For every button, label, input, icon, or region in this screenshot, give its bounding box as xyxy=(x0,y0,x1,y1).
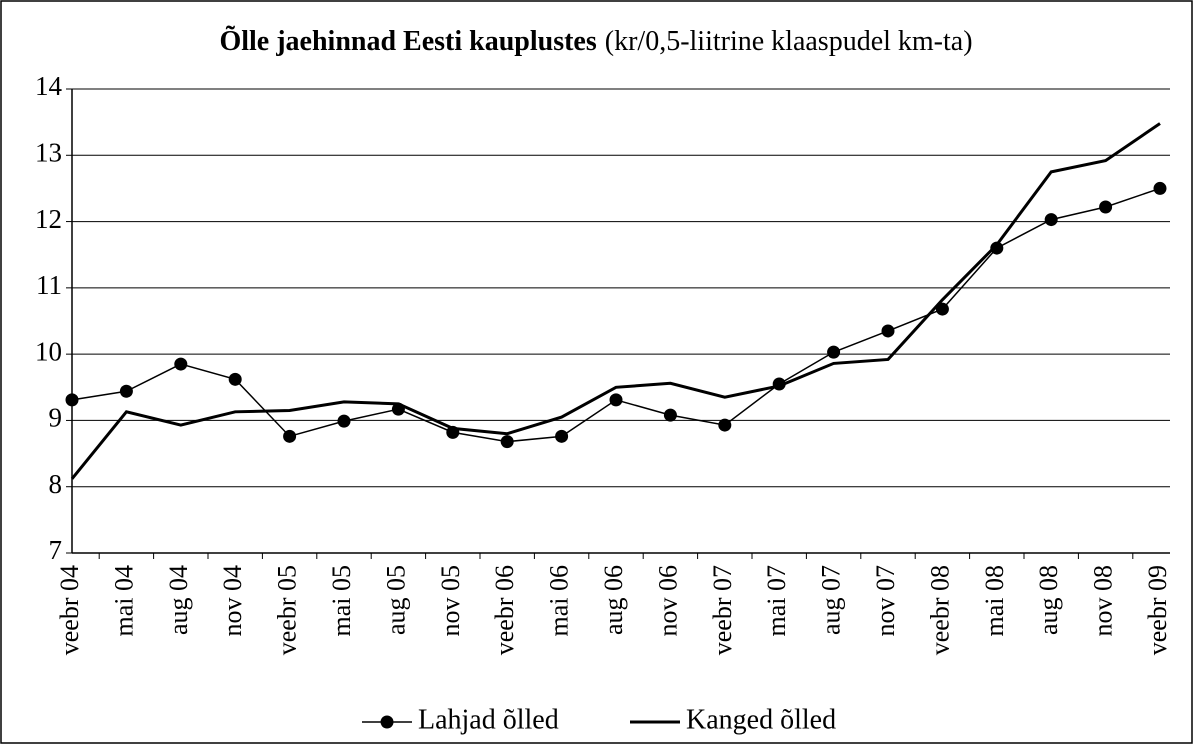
point xyxy=(990,241,1004,255)
x-tick-label: nov 04 xyxy=(218,565,247,637)
point xyxy=(119,384,133,398)
x-tick-label: aug 04 xyxy=(164,565,193,635)
point xyxy=(1044,213,1058,227)
x-tick-label: mai 08 xyxy=(980,565,1009,637)
x-tick-label: veebr 06 xyxy=(490,565,519,655)
point xyxy=(1153,181,1167,195)
x-tick-label: veebr 09 xyxy=(1143,565,1172,655)
y-tick-label: 9 xyxy=(49,403,63,433)
x-tick-label: aug 05 xyxy=(381,565,410,635)
point xyxy=(1099,200,1113,214)
y-tick-label: 8 xyxy=(49,469,63,499)
x-tick-label: mai 06 xyxy=(545,565,574,637)
title-main: Õlle jaehinnad Eesti kauplustes xyxy=(219,26,596,57)
x-tick-label: nov 07 xyxy=(871,565,900,637)
line-series xyxy=(70,122,1161,480)
y-tick-label: 10 xyxy=(35,336,62,366)
x-tick-label: aug 06 xyxy=(599,565,628,635)
chart-title: Õlle jaehinnad Eesti kauplustes (kr/0,5-l… xyxy=(219,26,972,57)
x-tick-label: aug 07 xyxy=(817,565,846,635)
point xyxy=(283,429,297,443)
point xyxy=(555,429,569,443)
y-tick-label: 11 xyxy=(36,270,62,300)
point xyxy=(663,408,677,422)
point xyxy=(609,393,623,407)
x-tick-label: mai 05 xyxy=(327,565,356,637)
x-tick-label: aug 08 xyxy=(1034,565,1063,635)
point xyxy=(337,414,351,428)
y-tick-label: 14 xyxy=(35,71,63,101)
x-tick-label: nov 08 xyxy=(1089,565,1118,637)
x-tick-label: veebr 08 xyxy=(925,565,954,655)
legend-marker xyxy=(380,715,394,729)
point xyxy=(228,372,242,386)
point xyxy=(881,324,895,338)
title-sub: (kr/0,5-liitrine klaaspudel km-ta) xyxy=(605,26,973,57)
point xyxy=(827,345,841,359)
point xyxy=(500,435,514,449)
legend-label: Kanged õlled xyxy=(686,704,836,735)
x-tick-label: mai 07 xyxy=(762,565,791,637)
point xyxy=(174,357,188,371)
point xyxy=(718,418,732,432)
point xyxy=(935,302,949,316)
x-tick-label: veebr 05 xyxy=(273,565,302,655)
x-tick-label: veebr 07 xyxy=(708,565,737,655)
y-tick-label: 13 xyxy=(35,137,62,167)
x-tick-label: mai 04 xyxy=(109,565,138,637)
y-tick-label: 7 xyxy=(49,535,63,565)
y-tick-label: 12 xyxy=(35,204,62,234)
legend-label: Lahjad õlled xyxy=(418,704,559,735)
point xyxy=(65,393,79,407)
x-tick-label: nov 06 xyxy=(653,565,682,637)
x-tick-label: veebr 04 xyxy=(55,565,84,655)
x-tick-label: nov 05 xyxy=(436,565,465,637)
